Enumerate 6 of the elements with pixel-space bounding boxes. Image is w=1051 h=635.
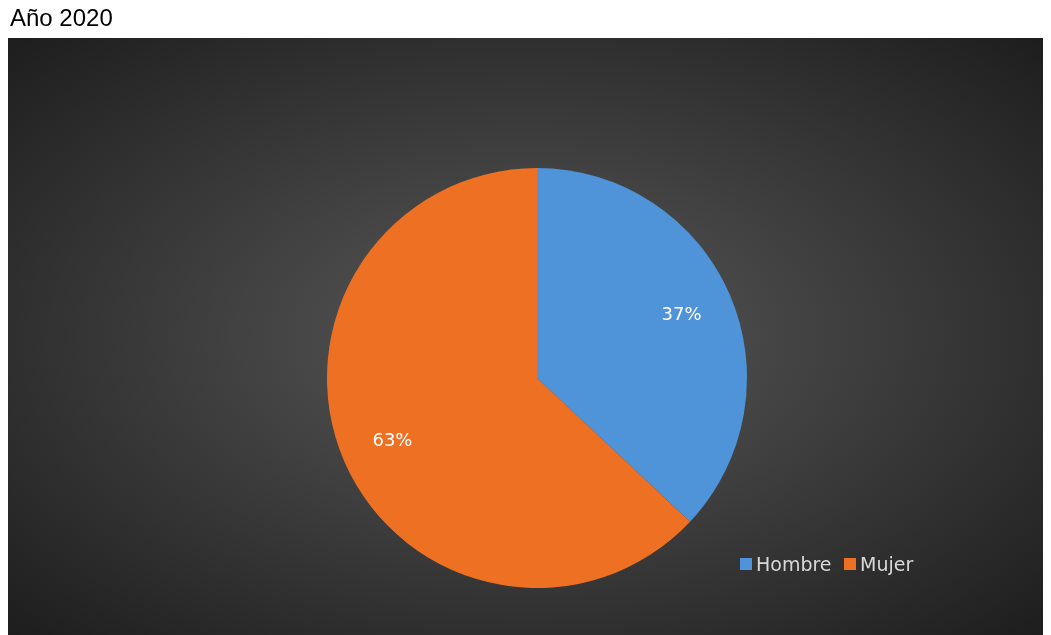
pie-slice xyxy=(537,168,747,522)
legend-label: Hombre xyxy=(756,552,832,575)
data-label: 63% xyxy=(372,428,413,450)
data-label: 37% xyxy=(661,303,702,325)
legend-label: Mujer xyxy=(860,552,914,575)
text: Año 2020 xyxy=(10,4,113,31)
